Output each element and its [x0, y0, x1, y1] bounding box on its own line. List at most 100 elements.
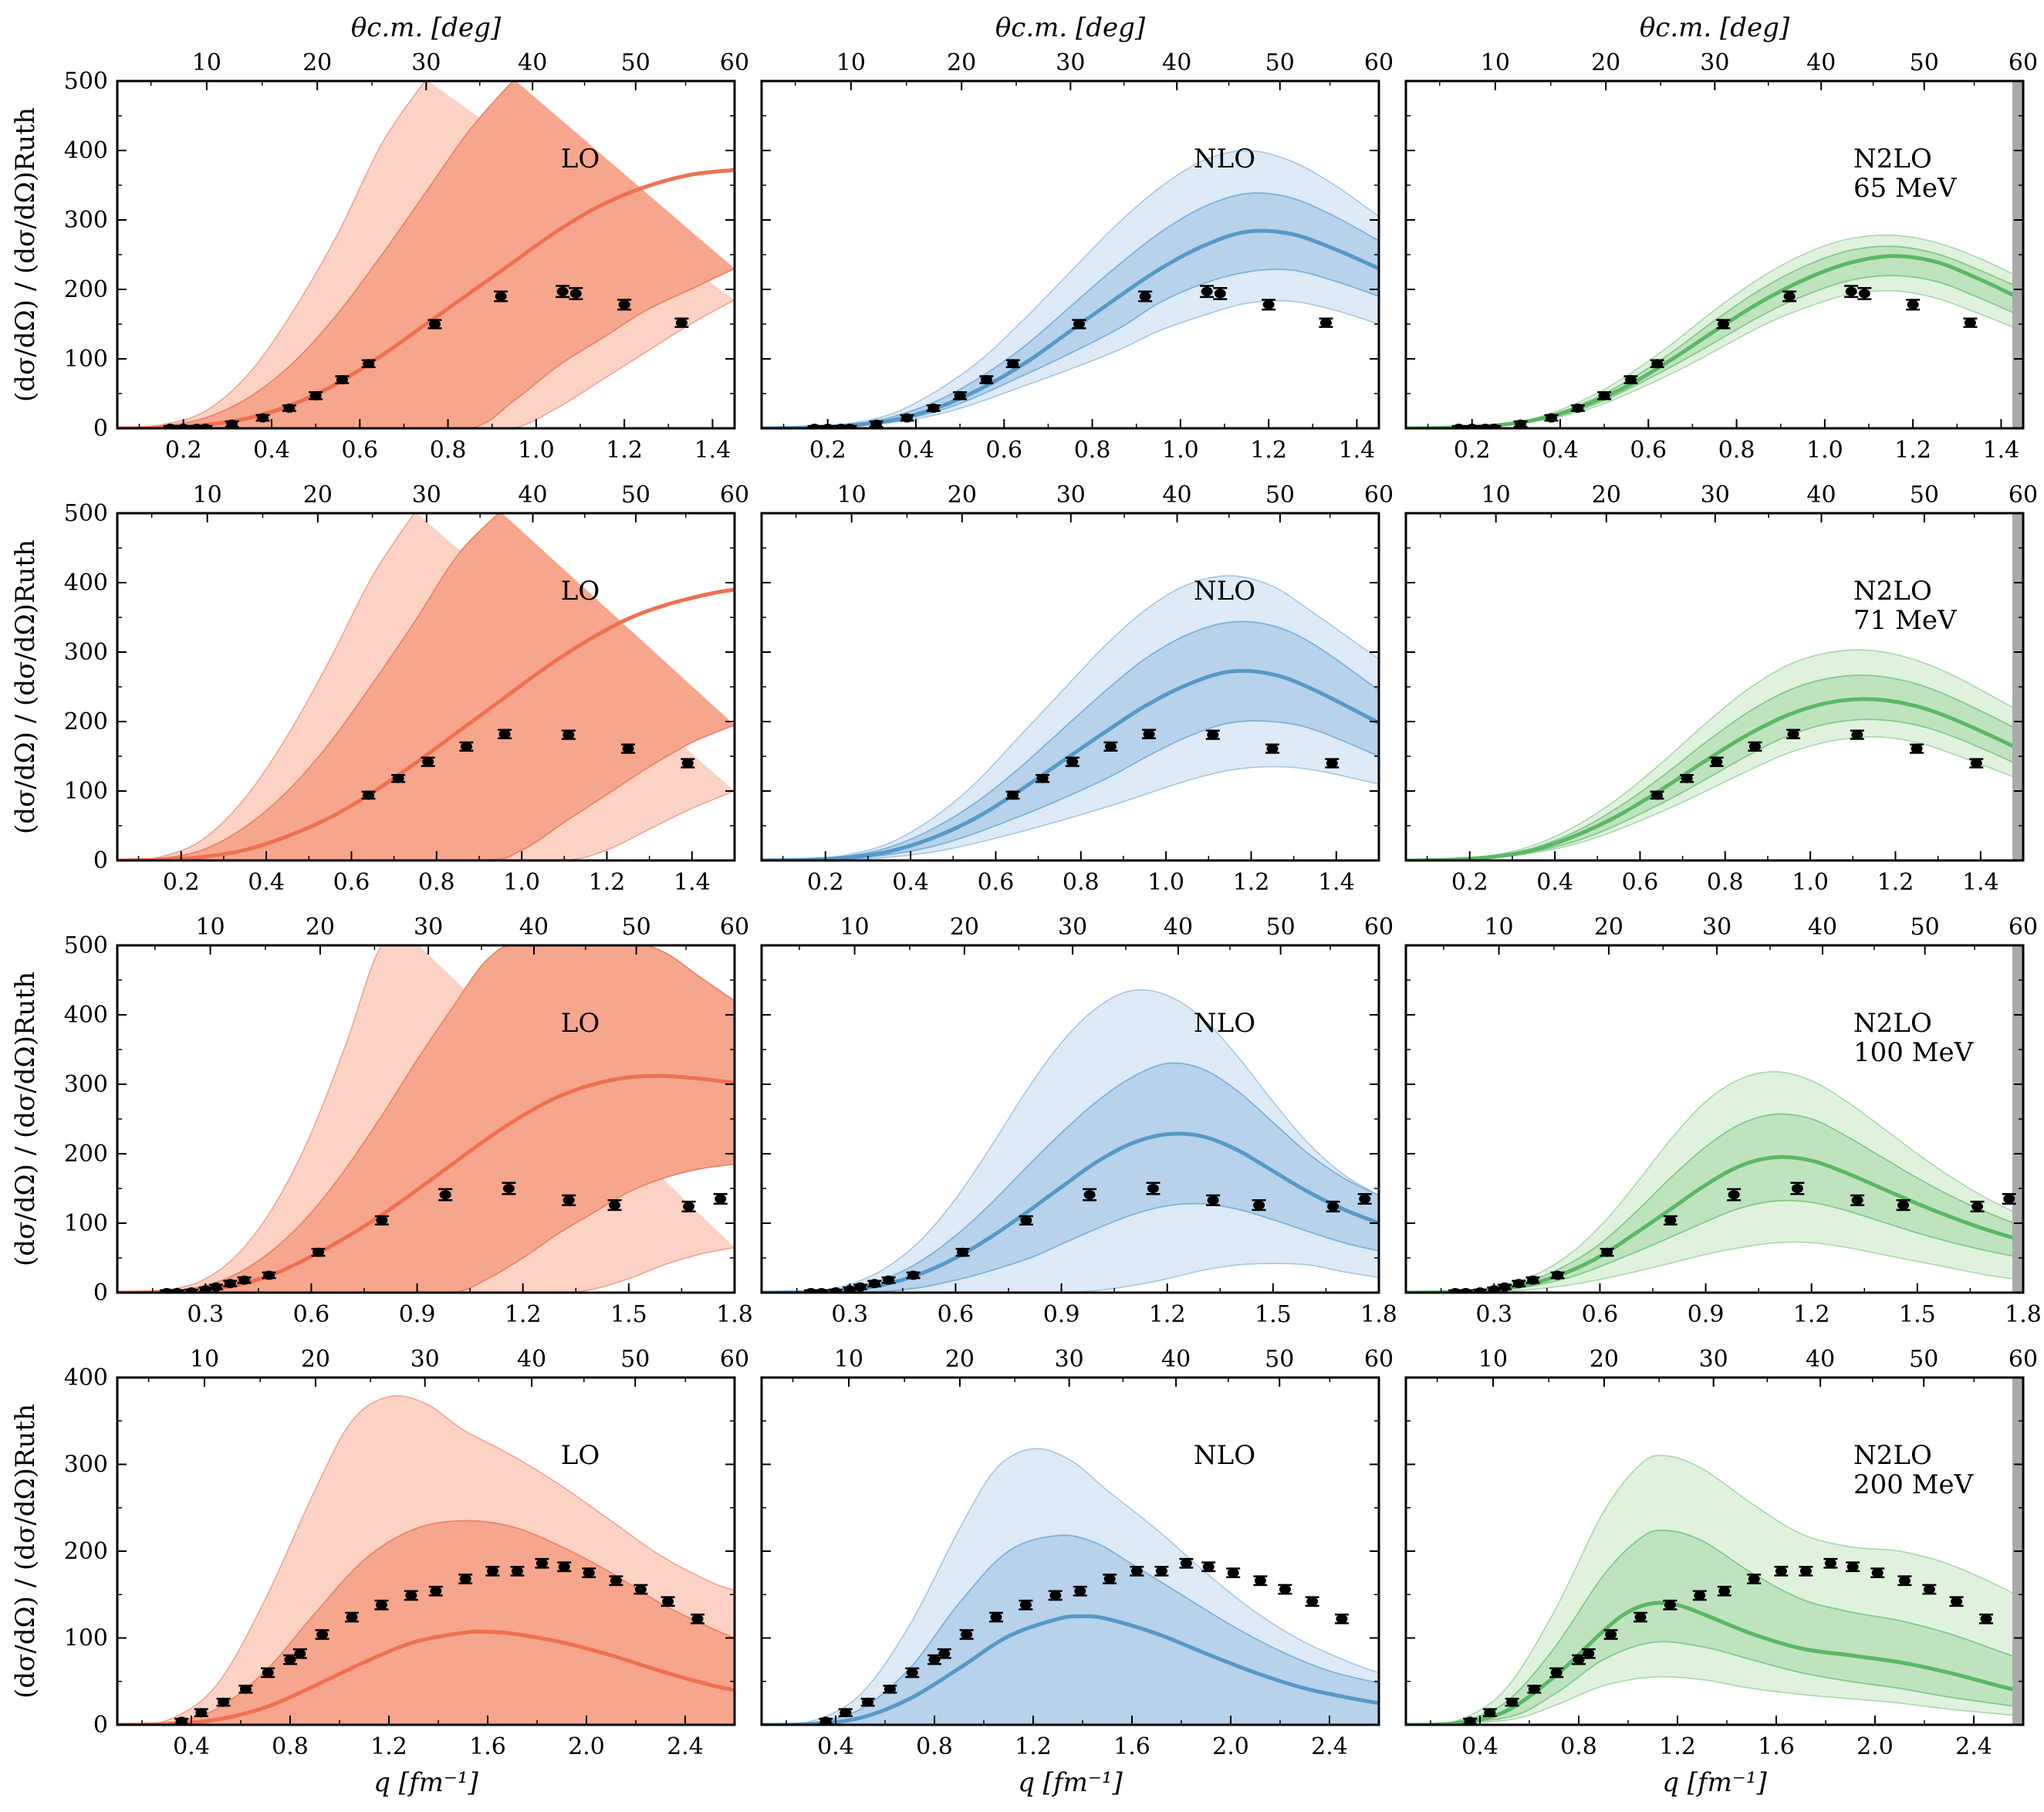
data-point: [391, 773, 406, 783]
data-marker: [1911, 744, 1923, 754]
plot-area: [1406, 945, 2023, 1293]
x-tick-label: 0.8: [418, 869, 455, 896]
top-axis-title: θc.m. [deg]: [351, 12, 502, 43]
data-point: [1226, 1567, 1241, 1578]
data-point: [1103, 1574, 1117, 1584]
theta-tick-label: 40: [1162, 482, 1191, 509]
y-tick-label: 100: [64, 778, 108, 805]
data-marker: [901, 413, 914, 423]
theta-tick-label: 30: [1700, 49, 1729, 76]
data-point: [1527, 1684, 1542, 1694]
data-marker: [375, 1600, 387, 1610]
data-marker: [1279, 1584, 1291, 1594]
data-point: [335, 375, 350, 384]
y-tick-label: 500: [64, 500, 108, 527]
x-tick-label: 0.6: [341, 437, 378, 464]
order-label: NLO: [1194, 1440, 1255, 1471]
data-point: [1278, 1584, 1292, 1595]
x-tick-label: 2.0: [1856, 1733, 1894, 1760]
theta-tick-label: 30: [414, 914, 443, 941]
data-point: [1597, 390, 1612, 401]
data-marker: [1007, 359, 1019, 369]
data-point: [485, 1566, 500, 1577]
data-point: [1650, 790, 1664, 800]
data-point: [1844, 285, 1859, 299]
data-point: [1253, 1575, 1268, 1587]
inner-band-upper-edge: [1406, 1529, 2023, 1725]
data-marker: [1143, 729, 1155, 739]
x-tick-label: 2.4: [1955, 1733, 1992, 1760]
plot-area: [762, 575, 1379, 860]
x-tick-label: 1.2: [1250, 437, 1287, 464]
theta-tick-label: 20: [1594, 914, 1623, 941]
data-marker: [486, 1566, 498, 1576]
x-tick-label: 1.2: [1659, 1733, 1696, 1760]
data-marker: [238, 1275, 251, 1285]
central-prediction-line: [117, 1629, 735, 1725]
data-point: [255, 413, 270, 423]
data-point: [1154, 1566, 1169, 1577]
data-marker: [1664, 1215, 1677, 1225]
data-marker: [927, 403, 940, 413]
y-tick-label: 200: [64, 1538, 108, 1565]
data-point: [421, 756, 435, 767]
data-marker: [459, 1574, 471, 1584]
x-tick-label: 1.5: [1255, 1301, 1292, 1328]
data-point: [1262, 299, 1276, 311]
inner-uncertainty-band: [1406, 246, 2023, 428]
data-point: [428, 1585, 443, 1597]
data-point: [1897, 1575, 1912, 1587]
x-tick-label: 1.0: [1792, 869, 1829, 896]
data-point: [374, 1215, 389, 1226]
data-marker: [1506, 1697, 1519, 1707]
panel-lo-row3: 0 100 200 300 400 500 0.3 0.6 0.9 1.2 1.5 1.8 10 20 30…: [10, 914, 753, 1328]
data-point: [1005, 790, 1020, 800]
data-point: [1717, 1585, 1731, 1597]
data-marker: [1512, 1279, 1525, 1289]
data-marker: [1083, 1190, 1096, 1200]
data-marker: [622, 744, 634, 754]
x-tick-label: 1.2: [1894, 437, 1931, 464]
data-marker: [1694, 1591, 1706, 1601]
order-label: N2LO: [1853, 144, 1932, 174]
data-marker: [569, 289, 582, 299]
theta-tick-label: 40: [518, 49, 547, 76]
data-marker: [511, 1566, 523, 1576]
theta-tick-label: 40: [1806, 1346, 1835, 1373]
data-marker: [1515, 419, 1527, 428]
data-marker: [1147, 1184, 1159, 1193]
data-marker: [430, 1586, 442, 1596]
data-point: [262, 1270, 276, 1280]
top-axis-title: θc.m. [deg]: [1640, 12, 1790, 43]
theta-tick-label: 30: [1699, 1346, 1728, 1373]
data-marker: [1851, 730, 1863, 740]
inner-uncertainty-band: [762, 193, 1379, 428]
data-point: [1748, 741, 1762, 752]
order-label: N2LO: [1853, 1008, 1932, 1039]
theta-tick-label: 30: [1055, 1346, 1084, 1373]
theta-tick-label: 10: [195, 914, 225, 941]
data-marker: [1484, 1708, 1496, 1718]
data-marker: [210, 1282, 222, 1292]
plot-area: [117, 945, 735, 1293]
data-marker: [1970, 759, 1982, 768]
data-point: [216, 1697, 231, 1707]
data-marker: [980, 375, 992, 384]
theta-tick-label: 40: [1808, 914, 1837, 941]
data-marker: [1718, 1586, 1731, 1596]
data-marker: [938, 1648, 951, 1658]
data-marker: [1775, 1566, 1787, 1576]
panel-lo-row4: 0 100 200 300 400 0.4 0.8 1.2 1.6 2.0 2.4 10 20 30 40 5…: [10, 1346, 749, 1798]
theta-tick-label: 60: [2009, 914, 2038, 941]
data-marker: [1327, 1202, 1340, 1212]
data-point: [713, 1192, 728, 1205]
x-tick-label: 1.4: [674, 869, 711, 896]
x-tick-label: 0.6: [985, 437, 1022, 464]
data-point: [959, 1629, 974, 1640]
theta-tick-label: 40: [1806, 482, 1836, 509]
data-marker: [715, 1194, 727, 1204]
theta-tick-label: 20: [950, 914, 979, 941]
theta-tick-label: 10: [1481, 482, 1511, 509]
data-point: [1910, 743, 1924, 754]
data-point: [1896, 1199, 1911, 1212]
